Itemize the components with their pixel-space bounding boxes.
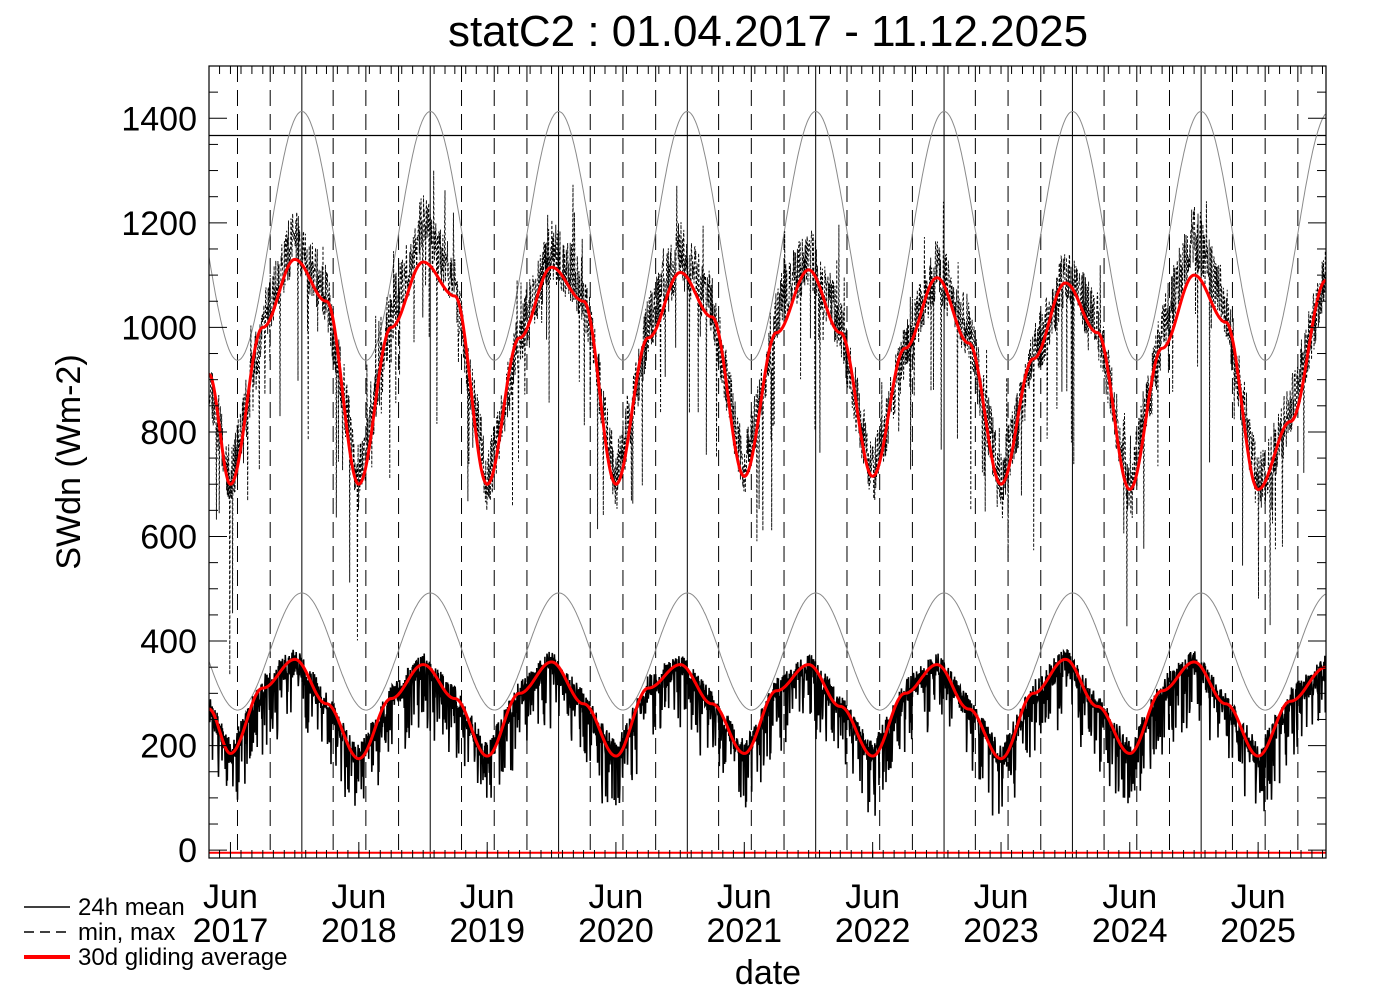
x-tick-month-label: Jun [203, 878, 258, 916]
x-tick-month-label: Jun [845, 878, 900, 916]
y-tick-label: 1200 [121, 205, 197, 243]
x-tick-year-label: 2021 [706, 912, 782, 950]
y-tick-label: 1400 [121, 100, 197, 138]
x-tick-month-label: Jun [1231, 878, 1286, 916]
min-max-series-line [209, 170, 1326, 675]
y-axis-label: SWdn (Wm-2) [50, 354, 88, 569]
x-tick-month-label: Jun [589, 878, 644, 916]
30d-gliding-average-upper-line [209, 257, 1326, 491]
envelope-curves-layer [209, 110, 1326, 711]
x-tick-month-label: Jun [460, 878, 515, 916]
x-tick-year-label: 2020 [578, 912, 654, 950]
y-tick-label: 600 [140, 518, 197, 556]
x-tick-month-label: Jun [717, 878, 772, 916]
y-tick-label: 800 [140, 414, 197, 452]
x-tick-year-label: 2018 [321, 912, 397, 950]
y-tick-label: 0 [178, 832, 197, 870]
toa-max-envelope-curve [209, 110, 1326, 361]
x-tick-year-label: 2024 [1092, 912, 1168, 950]
legend-label: 24h mean [78, 894, 185, 921]
x-tick-year-label: 2017 [193, 912, 269, 950]
x-tick-month-label: Jun [331, 878, 386, 916]
30d-gliding-average-lower-line [209, 657, 1326, 761]
legend-label: 30d gliding average [78, 944, 288, 971]
x-tick-year-label: 2022 [835, 912, 911, 950]
x-tick-month-label: Jun [1102, 878, 1157, 916]
series-layer [209, 170, 1326, 854]
toa-mean-envelope-curve [209, 592, 1326, 711]
y-tick-label: 200 [140, 728, 197, 766]
x-tick-year-label: 2023 [963, 912, 1039, 950]
y-tick-label: 1000 [121, 309, 197, 347]
24h-mean-series-line [209, 648, 1326, 816]
chart-title: statC2 : 01.04.2017 - 11.12.2025 [448, 7, 1088, 56]
x-tick-year-label: 2019 [449, 912, 525, 950]
legend-label: min, max [78, 919, 175, 946]
axes-layer: 0200400600800100012001400Jun2017Jun2018J… [121, 65, 1327, 950]
x-tick-year-label: 2025 [1220, 912, 1296, 950]
y-tick-label: 400 [140, 623, 197, 661]
x-tick-month-label: Jun [974, 878, 1029, 916]
x-axis-label: date [735, 954, 801, 992]
plot-frame [208, 65, 1327, 859]
